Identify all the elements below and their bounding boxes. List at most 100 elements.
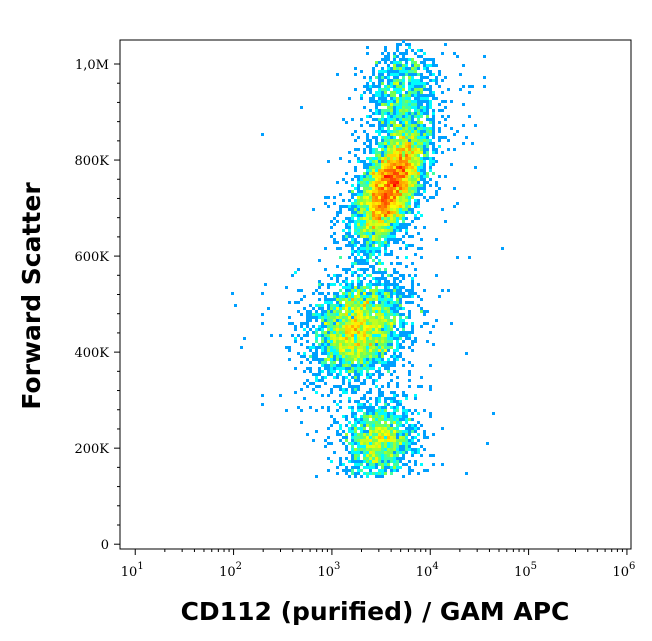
data-point xyxy=(405,448,408,451)
data-point xyxy=(390,175,393,178)
data-point xyxy=(345,172,348,175)
x-tick-label: 106 xyxy=(612,561,635,580)
data-point xyxy=(414,214,417,217)
data-point xyxy=(390,460,393,463)
data-point xyxy=(348,301,351,304)
data-point xyxy=(363,319,366,322)
data-point xyxy=(366,334,369,337)
data-point xyxy=(438,139,441,142)
data-point xyxy=(372,319,375,322)
data-point xyxy=(387,100,390,103)
data-point xyxy=(330,442,333,445)
data-point xyxy=(408,130,411,133)
data-point xyxy=(381,469,384,472)
data-point xyxy=(384,352,387,355)
data-point xyxy=(297,310,300,313)
data-point xyxy=(339,274,342,277)
data-point xyxy=(369,214,372,217)
data-point xyxy=(357,229,360,232)
data-point xyxy=(396,337,399,340)
data-point xyxy=(354,334,357,337)
data-point xyxy=(405,154,408,157)
data-point xyxy=(408,445,411,448)
data-point xyxy=(333,418,336,421)
data-point xyxy=(330,310,333,313)
data-point xyxy=(348,337,351,340)
data-point xyxy=(390,157,393,160)
data-point xyxy=(381,319,384,322)
data-point xyxy=(369,292,372,295)
data-point xyxy=(363,427,366,430)
data-point xyxy=(321,292,324,295)
data-point xyxy=(408,295,411,298)
data-point xyxy=(372,325,375,328)
data-point xyxy=(354,199,357,202)
data-point xyxy=(306,313,309,316)
data-point xyxy=(369,331,372,334)
data-point xyxy=(315,352,318,355)
data-point xyxy=(354,433,357,436)
data-point xyxy=(375,199,378,202)
data-point xyxy=(351,358,354,361)
data-point xyxy=(411,295,414,298)
data-point xyxy=(402,121,405,124)
data-point xyxy=(363,304,366,307)
data-point xyxy=(372,172,375,175)
data-point xyxy=(384,49,387,52)
data-point xyxy=(393,448,396,451)
data-point xyxy=(417,199,420,202)
data-point xyxy=(402,76,405,79)
data-point xyxy=(336,265,339,268)
data-point xyxy=(435,184,438,187)
data-point xyxy=(369,274,372,277)
data-point xyxy=(387,463,390,466)
data-point xyxy=(399,187,402,190)
data-point xyxy=(411,439,414,442)
data-point xyxy=(384,97,387,100)
data-point xyxy=(342,238,345,241)
data-point xyxy=(363,220,366,223)
data-point xyxy=(405,64,408,67)
data-point xyxy=(441,151,444,154)
data-point xyxy=(390,415,393,418)
data-point xyxy=(399,415,402,418)
data-point xyxy=(393,70,396,73)
data-point xyxy=(390,457,393,460)
data-point xyxy=(354,451,357,454)
data-point xyxy=(426,139,429,142)
data-point xyxy=(429,127,432,130)
data-point xyxy=(408,235,411,238)
data-point xyxy=(375,211,378,214)
data-point xyxy=(366,319,369,322)
data-point xyxy=(420,463,423,466)
data-point xyxy=(354,376,357,379)
data-point xyxy=(396,307,399,310)
data-point xyxy=(387,211,390,214)
data-point xyxy=(399,418,402,421)
data-point xyxy=(435,319,438,322)
data-point xyxy=(393,460,396,463)
data-point xyxy=(399,52,402,55)
data-point xyxy=(372,94,375,97)
data-point xyxy=(432,454,435,457)
data-point xyxy=(378,76,381,79)
data-point xyxy=(402,454,405,457)
data-point xyxy=(369,328,372,331)
data-point xyxy=(372,97,375,100)
data-point xyxy=(366,418,369,421)
data-point xyxy=(390,418,393,421)
data-point xyxy=(312,343,315,346)
data-point xyxy=(396,172,399,175)
data-point xyxy=(408,469,411,472)
data-point xyxy=(366,433,369,436)
data-point xyxy=(363,232,366,235)
data-point xyxy=(390,364,393,367)
data-point xyxy=(363,406,366,409)
data-point xyxy=(390,142,393,145)
data-point xyxy=(357,280,360,283)
data-point xyxy=(369,85,372,88)
data-point xyxy=(378,97,381,100)
data-point xyxy=(351,274,354,277)
data-point xyxy=(387,310,390,313)
data-point xyxy=(351,448,354,451)
